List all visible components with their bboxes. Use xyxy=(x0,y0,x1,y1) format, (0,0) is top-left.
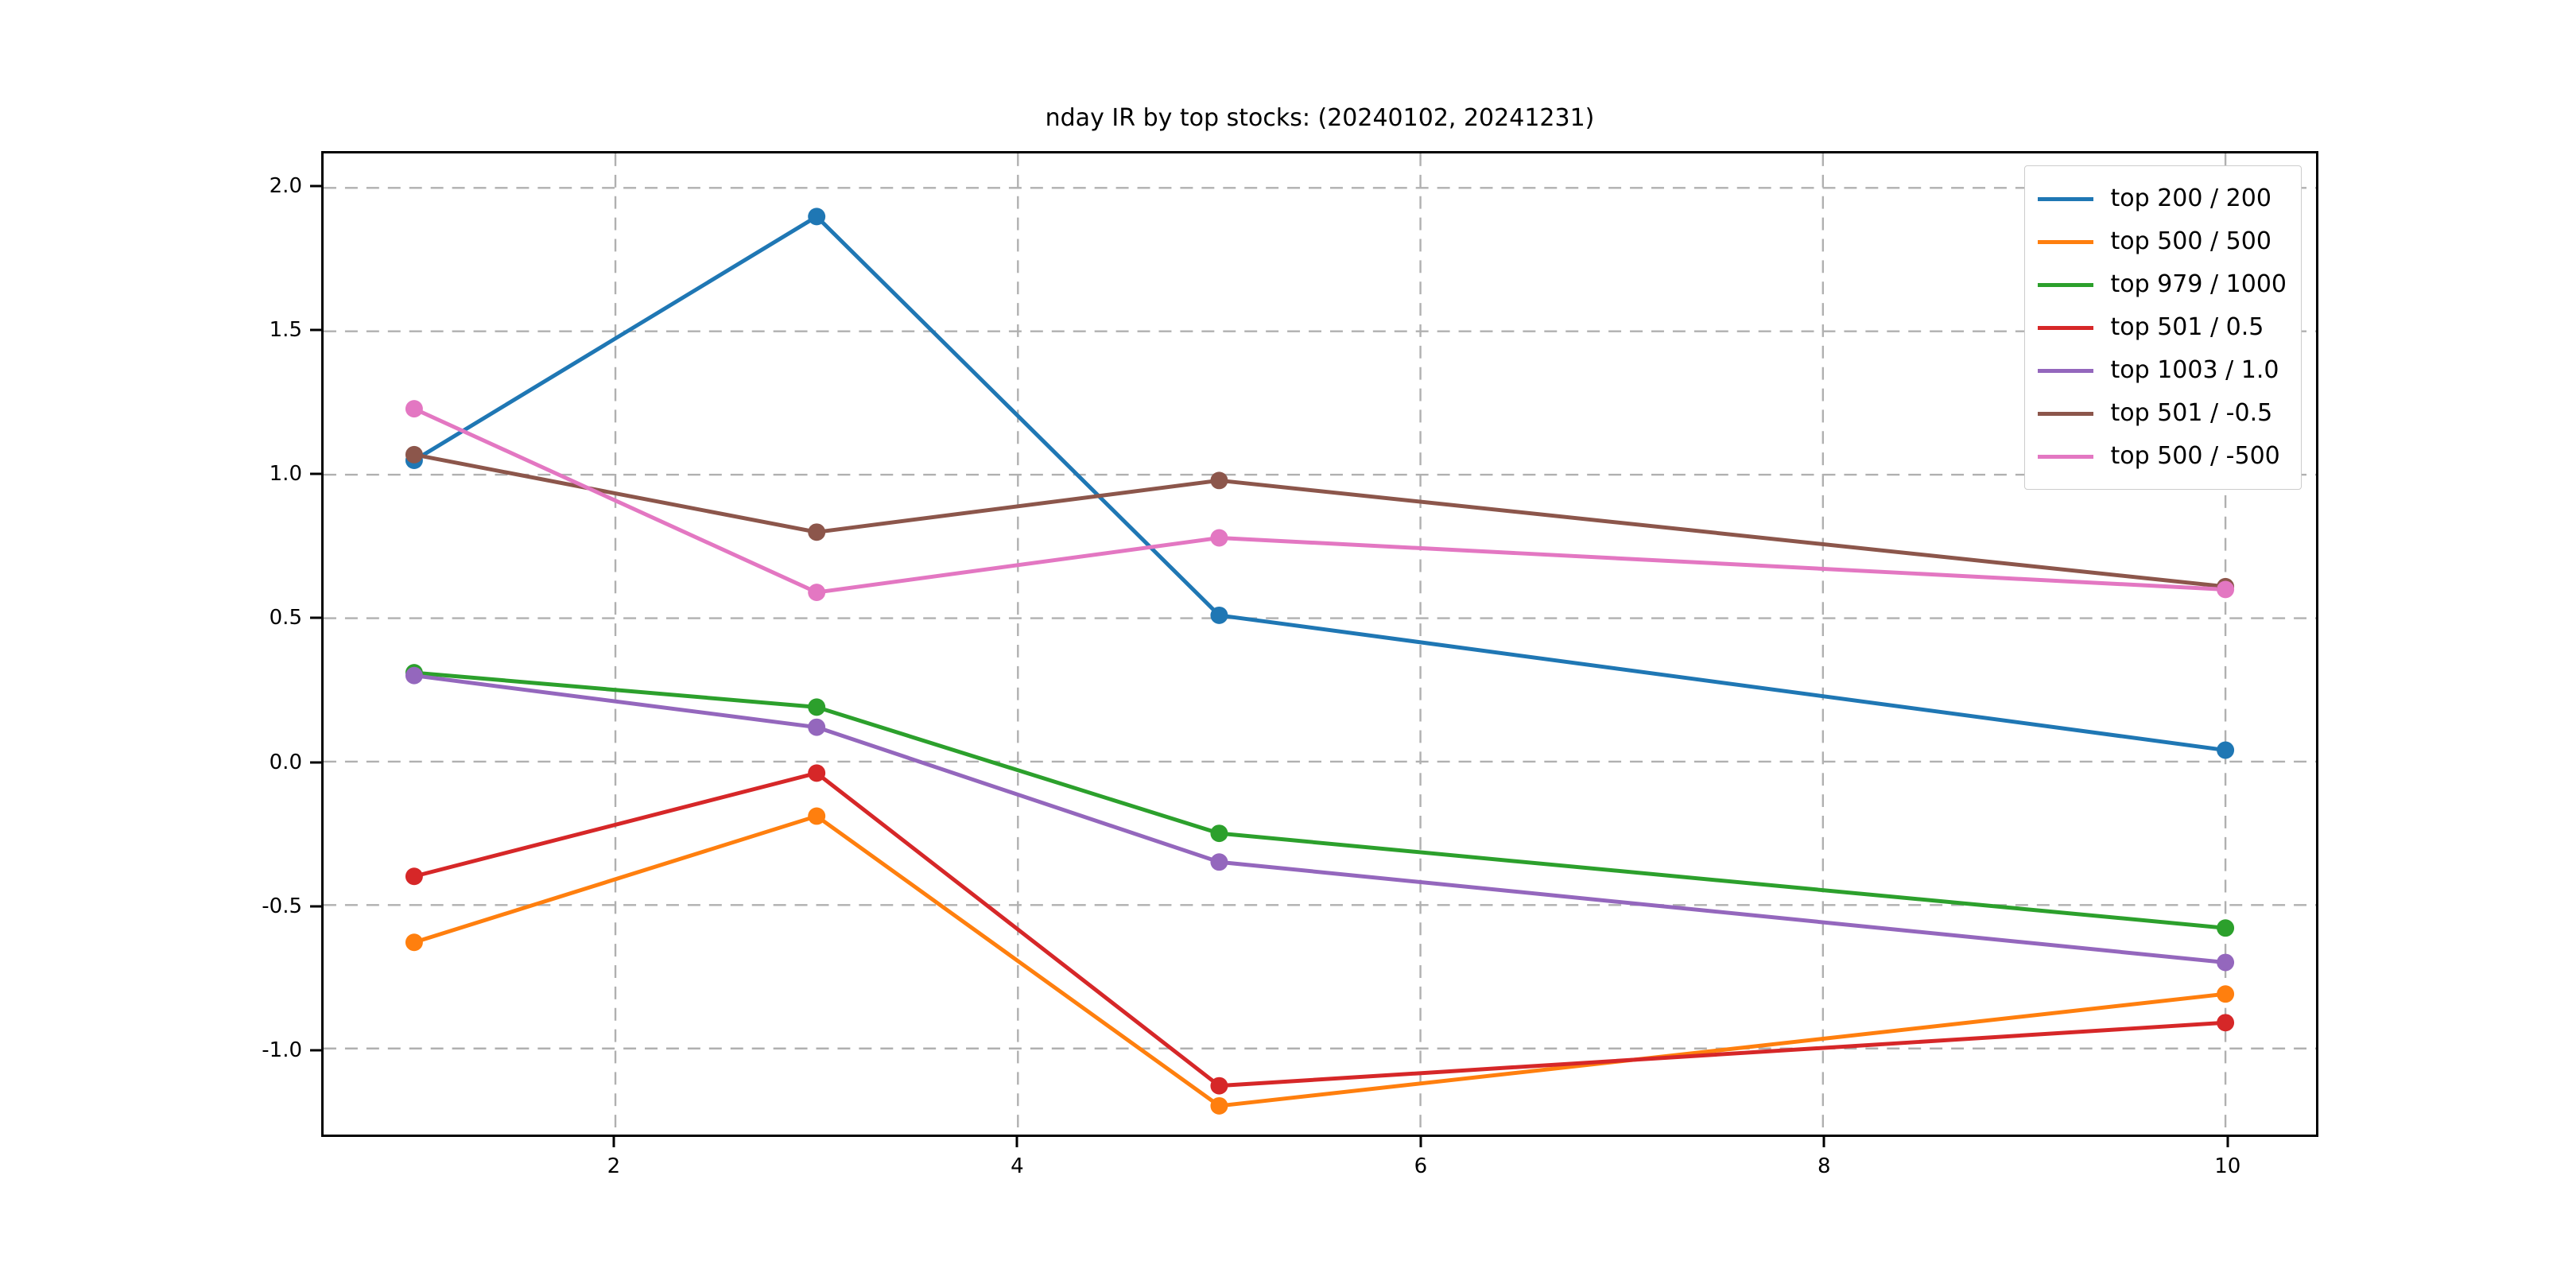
plot-svg xyxy=(324,153,2316,1135)
y-tick-mark xyxy=(310,616,321,619)
legend-item[interactable]: top 979 / 1000 xyxy=(2037,263,2287,306)
data-point-marker xyxy=(2217,919,2235,937)
y-tick-mark xyxy=(310,905,321,908)
data-point-marker xyxy=(808,698,826,716)
legend-item-label: top 200 / 200 xyxy=(2110,184,2271,212)
series-line xyxy=(412,214,2228,752)
data-point-marker xyxy=(808,208,826,226)
y-tick-label: -0.5 xyxy=(262,894,302,918)
series-line xyxy=(412,406,2228,595)
data-point-marker xyxy=(1210,824,1228,843)
legend-item[interactable]: top 500 / 500 xyxy=(2037,220,2287,263)
legend-item-label: top 501 / 0.5 xyxy=(2110,313,2264,341)
y-axis-tick-labels: 2.0 1.5 1.0 0.5 0.0 -0.5 -1.0 xyxy=(199,151,302,1137)
x-tick-mark xyxy=(2226,1137,2229,1147)
y-tick-mark xyxy=(310,328,321,332)
plot-area: top 200 / 200 top 500 / 500 top 979 / 1000… xyxy=(321,151,2318,1137)
x-tick-mark xyxy=(1822,1137,1825,1147)
x-axis-tick-labels: 2 4 6 8 10 xyxy=(321,1137,2318,1185)
series-lines xyxy=(412,214,2228,1108)
legend-item-label: top 501 / -0.5 xyxy=(2110,399,2273,427)
legend-color-swatch xyxy=(2037,368,2093,373)
data-point-marker xyxy=(2217,1014,2235,1032)
legend-item-label: top 979 / 1000 xyxy=(2110,270,2287,298)
y-tick-label: 1.5 xyxy=(269,317,302,342)
x-tick-mark xyxy=(612,1137,615,1147)
legend-item[interactable]: top 1003 / 1.0 xyxy=(2037,349,2287,392)
data-point-marker xyxy=(2217,953,2235,972)
legend-color-swatch xyxy=(2037,196,2093,201)
data-point-marker xyxy=(1210,1077,1228,1095)
data-point-marker xyxy=(1210,529,1228,547)
legend-color-swatch xyxy=(2037,325,2093,330)
data-point-marker xyxy=(808,764,826,782)
data-point-marker xyxy=(2217,741,2235,759)
x-tick-mark xyxy=(1015,1137,1018,1147)
y-tick-label: 2.0 xyxy=(269,173,302,198)
data-point-marker xyxy=(405,400,423,418)
data-point-marker xyxy=(2217,580,2235,599)
data-point-marker xyxy=(405,445,423,464)
legend-item[interactable]: top 501 / 0.5 xyxy=(2037,306,2287,349)
data-point-marker xyxy=(1210,1096,1228,1115)
data-point-marker xyxy=(2217,985,2235,1003)
x-tick-label: 8 xyxy=(1818,1154,1831,1178)
y-tick-label: 1.0 xyxy=(269,462,302,487)
legend-item-label: top 500 / -500 xyxy=(2110,442,2280,470)
y-tick-label: 0.0 xyxy=(269,750,302,774)
legend-item[interactable]: top 501 / -0.5 xyxy=(2037,392,2287,435)
series-line xyxy=(412,770,2228,1088)
data-point-marker xyxy=(808,807,826,825)
y-tick-label: 0.5 xyxy=(269,606,302,630)
series-line xyxy=(412,670,2228,930)
legend-item-label: top 500 / 500 xyxy=(2110,227,2271,255)
legend-color-swatch xyxy=(2037,239,2093,244)
data-point-marker xyxy=(808,523,826,541)
data-point-marker xyxy=(808,584,826,602)
data-point-marker xyxy=(1210,606,1228,624)
x-tick-label: 10 xyxy=(2214,1154,2241,1178)
y-tick-label: -1.0 xyxy=(262,1038,302,1063)
x-tick-label: 6 xyxy=(1414,1154,1428,1178)
data-point-marker xyxy=(1210,471,1228,490)
legend-color-swatch xyxy=(2037,454,2093,459)
y-tick-mark xyxy=(310,184,321,187)
x-tick-mark xyxy=(1419,1137,1422,1147)
data-point-marker xyxy=(405,666,423,685)
series-line xyxy=(412,452,2228,589)
data-point-marker xyxy=(405,933,423,952)
data-point-marker xyxy=(405,867,423,886)
y-tick-mark xyxy=(310,761,321,764)
legend-color-swatch xyxy=(2037,282,2093,287)
legend-color-swatch xyxy=(2037,411,2093,416)
page-title: nday IR by top stocks: (20240102, 202412… xyxy=(1045,104,1595,132)
series-markers xyxy=(405,208,2235,1115)
gridlines xyxy=(324,153,2316,1135)
legend-item-label: top 1003 / 1.0 xyxy=(2110,356,2279,384)
data-point-marker xyxy=(808,718,826,736)
series-line xyxy=(412,813,2228,1108)
chart-legend[interactable]: top 200 / 200 top 500 / 500 top 979 / 1000… xyxy=(2023,165,2302,490)
chart-title-wrapper: nday IR by top stocks: (20240102, 202412… xyxy=(321,104,2318,132)
legend-item[interactable]: top 500 / -500 xyxy=(2037,435,2287,478)
series-line xyxy=(412,673,2228,965)
legend-item[interactable]: top 200 / 200 xyxy=(2037,177,2287,220)
x-tick-label: 4 xyxy=(1011,1154,1024,1178)
data-point-marker xyxy=(1210,853,1228,871)
y-tick-mark xyxy=(310,472,321,475)
x-tick-label: 2 xyxy=(607,1154,621,1178)
y-tick-mark xyxy=(310,1049,321,1052)
